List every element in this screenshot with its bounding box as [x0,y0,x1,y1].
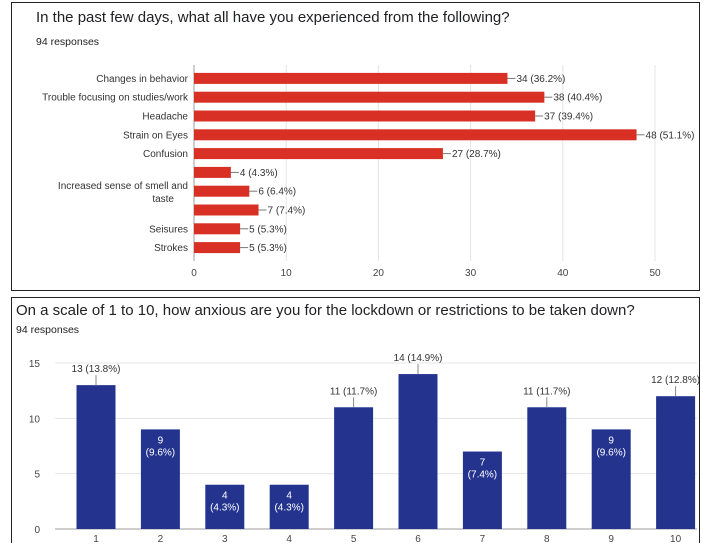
bar [140,429,180,529]
chart-panel-anxiety: On a scale of 1 to 10, how anxious are y… [11,297,700,543]
chart-panel-symptoms: In the past few days, what all have you … [11,2,700,291]
category-label: Strokes [154,243,188,254]
y-tick-label: 0 [34,525,40,536]
data-label: 11 (11.7%) [523,386,570,397]
bar [194,166,231,178]
y-tick-label: 5 [34,470,40,481]
category-label: Confusion [143,149,188,160]
data-label: 37 (39.4%) [544,112,593,123]
bar [194,185,250,197]
data-label: 11 (11.7%) [330,386,377,397]
data-label: 38 (40.4%) [553,93,602,104]
data-label: 4 (4.3%) [274,491,303,514]
data-label: 34 (36.2%) [516,74,565,85]
bar [194,129,637,141]
data-label: 6 (6.4%) [258,187,296,198]
bar [462,451,502,529]
bar [656,396,696,529]
category-label: Trouble focusing on studies/work [42,93,189,104]
data-label: 7 (7.4%) [468,458,497,481]
bar [194,72,508,84]
bar [194,148,443,160]
x-tick-label: 6 [415,534,421,543]
bar [591,429,631,529]
bar [194,91,545,103]
x-tick-label: 5 [351,534,357,543]
category-label: Headache [142,112,188,123]
data-label: 27 (28.7%) [452,149,501,160]
x-tick-label: 7 [480,534,486,543]
bar [194,110,536,122]
x-tick-label: 1 [93,534,99,543]
data-label: 4 (4.3%) [240,168,278,179]
bar [527,407,567,529]
response-count: 94 responses [36,36,100,48]
x-tick-label: 0 [191,268,197,279]
x-tick-label: 2 [158,534,164,543]
data-label: 5 (5.3%) [249,224,287,235]
x-tick-label: 30 [465,268,477,279]
data-label: 4 (4.3%) [210,491,239,514]
data-label: 7 (7.4%) [268,206,306,217]
category-label: Increased sense of smell and taste [58,181,188,205]
x-tick-label: 50 [649,268,661,279]
vertical-bar-chart: 0 5 10 15 1 13 (13.8%) 2 9 (9.6%) 3 4 (4.3%) 4 4 (4.3%… [29,353,700,543]
bar [205,484,245,529]
x-tick-label: 40 [557,268,569,279]
x-tick-label: 10 [281,268,293,279]
question-title: On a scale of 1 to 10, how anxious are y… [16,302,635,319]
data-label: 9 (9.6%) [146,435,175,458]
horizontal-bar-chart: 0 10 20 30 40 50 34 (36.2%) Changes in behavior… [42,65,695,279]
question-title: In the past few days, what all have you … [36,9,510,26]
category-label: Strain on Eyes [123,130,188,141]
bar [194,204,259,216]
bar [334,407,374,529]
x-tick-label: 4 [286,534,292,543]
data-label: 13 (13.8%) [72,364,121,375]
bar [269,484,309,529]
x-tick-label: 9 [608,534,614,543]
x-tick-label: 3 [222,534,228,543]
y-tick-label: 10 [29,414,41,425]
data-label: 9 (9.6%) [596,435,625,458]
x-tick-label: 10 [670,534,682,543]
x-tick-label: 8 [544,534,550,543]
bar [398,374,438,529]
data-label: 5 (5.3%) [249,243,287,254]
response-count: 94 responses [16,324,80,336]
category-label: Seisures [149,224,188,235]
data-label: 48 (51.1%) [646,130,695,141]
bar [194,223,241,235]
bar [76,385,116,529]
x-tick-label: 20 [373,268,385,279]
bar [194,242,241,254]
data-label: 12 (12.8%) [651,375,700,386]
data-label: 14 (14.9%) [394,353,443,364]
category-label: Changes in behavior [96,74,188,85]
y-tick-label: 15 [29,359,41,370]
